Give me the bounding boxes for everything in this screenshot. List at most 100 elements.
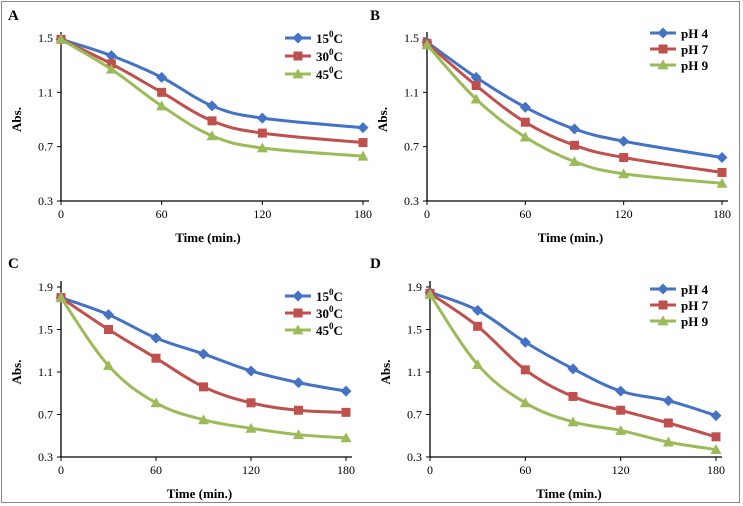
data-point-b-2-2: [471, 81, 481, 91]
y-axis-label-a: Abs.: [9, 107, 24, 132]
legend-marker-d-2: [658, 300, 668, 310]
data-point-d-2-2: [473, 321, 483, 331]
y-tick-label-b: 0.3: [404, 194, 419, 208]
legend-marker-c-3: [292, 324, 304, 335]
legend-label-a-3: 450C: [316, 65, 343, 82]
x-tick-label-c: 120: [242, 463, 260, 477]
data-point-d-2-5: [616, 405, 626, 415]
data-point-d-3-6: [662, 436, 674, 447]
data-point-a-2-3: [157, 87, 167, 97]
data-point-b-2-5: [619, 153, 629, 163]
y-axis-label-d: Abs.: [378, 360, 393, 385]
data-point-d-2-3: [520, 365, 530, 375]
legend-label-b-2: pH 7: [681, 42, 709, 57]
data-point-a-3-6: [357, 150, 369, 161]
data-point-c-3-6: [293, 429, 304, 440]
y-tick-label-d: 1.5: [407, 323, 422, 337]
data-point-d-1-3: [519, 336, 531, 348]
x-axis-label-b: Time (min.): [538, 230, 603, 245]
data-point-d-1-4: [567, 363, 579, 375]
legend-marker-b-1: [657, 27, 669, 39]
data-point-a-2-6: [358, 138, 368, 148]
y-tick-label-b: 0.7: [404, 140, 419, 154]
data-point-b-3-6: [716, 177, 728, 188]
legend-marker-a-2: [293, 51, 303, 61]
series-line-b-1: [426, 40, 723, 160]
data-point-b-1-5: [618, 135, 630, 147]
legend-label-d-1: pH 4: [681, 282, 709, 297]
data-point-c-2-3: [151, 353, 161, 363]
y-tick-label-d: 0.7: [407, 408, 422, 422]
data-point-d-3-1: [424, 288, 436, 299]
data-point-a-3-5: [256, 142, 268, 153]
data-point-c-2-6: [294, 405, 303, 415]
y-axis-label-b: Abs.: [375, 107, 390, 132]
data-point-d-2-6: [663, 418, 673, 428]
data-point-d-1-7: [710, 410, 722, 422]
series-line-b-3: [425, 43, 723, 185]
data-point-a-3-1: [55, 33, 67, 44]
data-point-d-3-7: [710, 444, 722, 454]
y-tick-label-a: 1.5: [38, 31, 53, 45]
legend-label-b-3: pH 9: [681, 58, 709, 73]
data-point-b-3-3: [519, 131, 531, 142]
x-tick-label-a: 0: [58, 207, 64, 221]
data-point-d-3-3: [519, 397, 531, 408]
data-point-d-2-4: [568, 391, 578, 401]
data-point-c-1-3: [150, 332, 162, 344]
data-point-c-1-7: [340, 385, 352, 397]
x-tick-label-d: 180: [707, 463, 725, 477]
data-point-b-2-4: [570, 140, 579, 150]
y-tick-label-c: 0.3: [38, 450, 53, 464]
data-point-c-2-5: [246, 398, 256, 408]
data-point-b-3-5: [618, 168, 630, 179]
data-point-d-1-2: [472, 304, 484, 316]
data-point-a-3-4: [206, 130, 218, 141]
y-tick-label-d: 1.9: [407, 280, 422, 294]
data-point-d-1-6: [662, 395, 674, 407]
data-point-a-1-6: [357, 122, 369, 134]
data-point-a-1-3: [156, 71, 168, 83]
legend-marker-b-2: [658, 44, 668, 54]
data-point-c-3-1: [55, 292, 67, 303]
data-point-c-1-2: [103, 309, 114, 321]
legend-label-a-2: 300C: [316, 47, 343, 64]
legend-marker-c-1: [292, 290, 304, 302]
data-point-b-2-6: [717, 167, 727, 177]
panel-label-d: D: [370, 256, 381, 272]
x-tick-label-a: 60: [156, 207, 168, 221]
y-tick-label-c: 1.5: [38, 323, 53, 337]
data-point-a-3-3: [156, 100, 168, 111]
legend-label-b-1: pH 4: [681, 26, 709, 41]
x-tick-label-b: 180: [713, 207, 731, 221]
y-tick-label-d: 1.1: [407, 365, 422, 379]
y-tick-label-b: 1.5: [404, 31, 419, 45]
x-tick-label-d: 60: [519, 463, 531, 477]
legend-marker-a-3: [292, 68, 304, 79]
data-point-d-3-4: [567, 416, 579, 427]
x-axis-label-a: Time (min.): [175, 230, 240, 245]
legend-marker-a-1: [292, 32, 304, 44]
data-point-c-3-5: [245, 422, 257, 433]
y-tick-label-c: 1.1: [38, 365, 53, 379]
data-point-a-1-4: [206, 100, 218, 112]
y-tick-label-b: 1.1: [404, 85, 419, 99]
legend-label-c-2: 300C: [316, 304, 343, 321]
data-point-c-3-2: [103, 360, 114, 371]
data-point-d-1-5: [615, 385, 627, 397]
data-point-c-1-4: [198, 348, 209, 360]
data-point-a-3-2: [105, 63, 117, 74]
x-tick-label-b: 0: [424, 207, 430, 221]
x-tick-label-b: 60: [519, 207, 531, 221]
data-point-a-2-4: [207, 116, 217, 126]
legend-marker-d-1: [657, 283, 669, 295]
panel-label-a: A: [8, 8, 19, 24]
data-point-c-3-7: [340, 432, 352, 443]
series-line-b-2: [426, 42, 723, 174]
y-tick-label-a: 0.3: [38, 194, 53, 208]
data-point-c-3-4: [198, 414, 209, 425]
data-point-d-2-7: [711, 432, 721, 442]
data-point-d-3-2: [472, 359, 484, 369]
data-point-c-2-7: [341, 407, 351, 417]
